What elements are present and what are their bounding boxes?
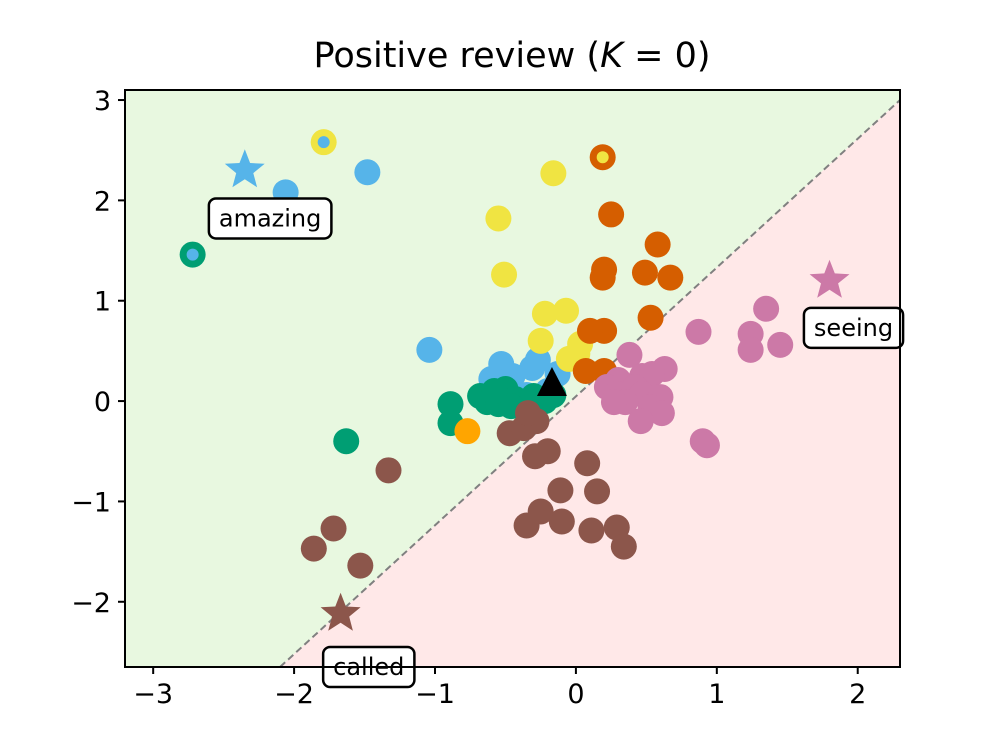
x-axis: −3 −2 −1 0 1 2 — [133, 667, 866, 710]
ringed-point — [310, 129, 337, 156]
scatter-point — [347, 552, 374, 579]
y-axis: −2 −1 0 1 2 3 — [71, 86, 125, 619]
scatter-point — [531, 300, 558, 327]
annotation-box: amazing — [207, 197, 333, 240]
ringed-point — [179, 241, 206, 268]
decision-boundary — [279, 99, 900, 667]
scatter-point — [644, 231, 671, 258]
y-tick-label: 3 — [94, 86, 111, 117]
scatter-point — [416, 336, 443, 363]
chart-title-k: K — [600, 36, 626, 76]
scatter-point — [320, 515, 347, 542]
scatter-point — [481, 378, 508, 405]
scatter-point — [527, 498, 554, 525]
scatter-point — [648, 400, 675, 427]
scatter-point — [354, 159, 381, 186]
annotation-label: amazing — [219, 204, 322, 232]
scatter-point — [753, 295, 780, 322]
scatter-point — [737, 336, 764, 363]
chart-title-prefix: Positive review ( — [313, 36, 600, 76]
query-triangle-marker — [536, 367, 567, 397]
ringed-point — [589, 144, 616, 171]
data-points — [179, 129, 850, 631]
y-tick-label: 2 — [94, 186, 111, 217]
scatter-point — [553, 297, 580, 324]
scatter-point — [574, 450, 601, 477]
scatter-point — [685, 318, 712, 345]
x-tick-label: −1 — [415, 679, 455, 710]
scatter-point — [610, 533, 637, 560]
scatter-point — [300, 535, 327, 562]
scatter-point — [631, 259, 658, 286]
y-tick-label: 0 — [94, 387, 111, 418]
star-marker — [809, 259, 850, 298]
y-tick-label: −1 — [71, 487, 111, 518]
plot-frame — [124, 89, 901, 668]
scatter-point — [598, 201, 625, 228]
scatter-point — [767, 331, 794, 358]
x-tick-label: −2 — [274, 679, 314, 710]
annotation-frame — [207, 197, 333, 240]
scatter-point — [657, 264, 684, 291]
scatter-point — [333, 428, 360, 455]
scatter-point — [437, 391, 464, 418]
scatter-point — [491, 261, 518, 288]
scatter-point — [527, 327, 554, 354]
scatter-point — [519, 354, 546, 381]
scatter-point — [578, 517, 605, 544]
scatter-point — [584, 478, 611, 505]
scatter-point — [637, 304, 664, 331]
scatter-point — [547, 477, 574, 504]
star-marker — [320, 592, 361, 631]
ringed-point-inner — [317, 136, 330, 149]
scatter-point — [600, 389, 627, 416]
star-marker — [224, 149, 265, 188]
chart-title: Positive review (K = 0) — [313, 36, 710, 76]
annotation-frame — [802, 306, 905, 350]
y-tick-label: 1 — [94, 287, 111, 318]
scatter-point — [616, 341, 643, 368]
scatter-point — [548, 508, 575, 535]
x-tick-label: 1 — [708, 679, 725, 710]
scatter-point — [540, 160, 567, 187]
scatter-point — [693, 432, 720, 459]
x-tick-label: 0 — [567, 679, 584, 710]
ringed-point-inner — [596, 151, 609, 164]
y-tick-label: −2 — [71, 588, 111, 619]
scatter-point — [572, 357, 599, 384]
chart-title-suffix: = 0) — [623, 36, 711, 76]
annotation-label: seeing — [814, 314, 893, 342]
scatter-point — [577, 317, 603, 344]
scatter-point — [627, 408, 654, 435]
scatter-point — [515, 400, 541, 427]
scatter-point — [375, 457, 402, 484]
scatter-point — [454, 418, 481, 445]
scatter-point — [485, 205, 512, 232]
ringed-point-inner — [186, 248, 199, 261]
scatter-point — [589, 264, 616, 291]
x-tick-label: 2 — [849, 679, 866, 710]
scatter-point — [522, 443, 549, 470]
annotation-box: seeing — [802, 306, 905, 350]
x-tick-label: −3 — [133, 679, 173, 710]
